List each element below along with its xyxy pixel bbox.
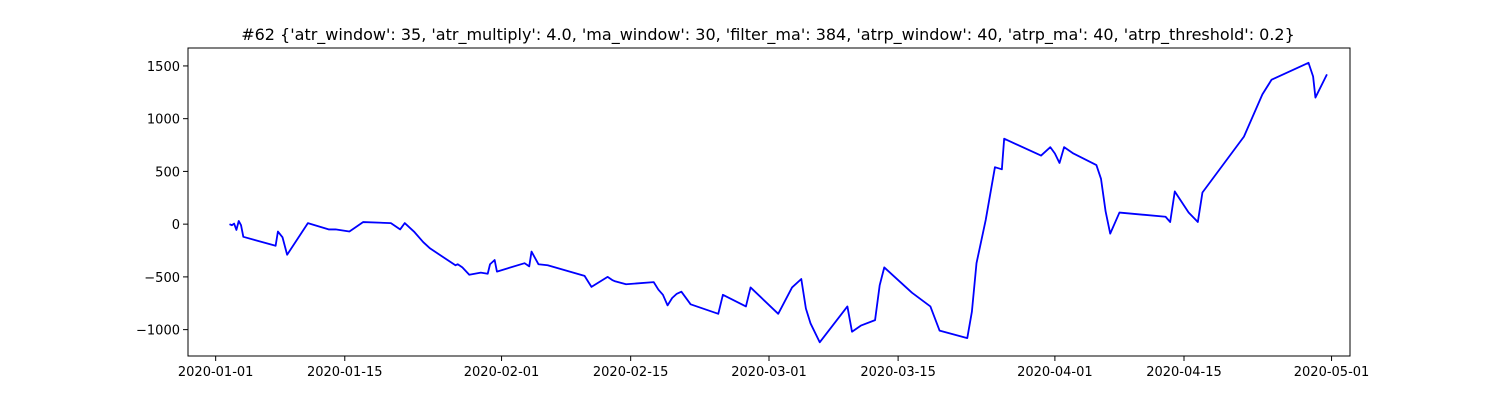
x-tick-label: 2020-01-01 (178, 365, 254, 380)
x-axis: 2020-01-01 2020-01-15 2020-02-01 2020-02-15… (178, 356, 1369, 380)
y-tick-label: 1000 (147, 113, 180, 128)
x-tick-label: 2020-04-01 (1017, 365, 1093, 380)
y-tick-label: −1000 (136, 324, 180, 339)
x-tick-label: 2020-03-01 (731, 365, 807, 380)
y-tick-label: −500 (144, 271, 180, 286)
y-tick-label: 500 (155, 165, 180, 180)
y-tick-label: 1500 (147, 60, 180, 75)
plot-area (229, 61, 1328, 344)
x-tick-label: 2020-03-15 (860, 365, 936, 380)
x-tick-label: 2020-05-01 (1294, 365, 1370, 380)
series-line (229, 61, 1328, 344)
y-tick-label: 0 (172, 218, 180, 233)
chart-title: #62 {'atr_window': 35, 'atr_multiply': 4… (241, 25, 1295, 45)
x-tick-label: 2020-02-01 (464, 365, 540, 380)
x-tick-label: 2020-04-15 (1146, 365, 1222, 380)
y-axis: −1000 −500 0 500 1000 1500 (136, 60, 188, 339)
x-tick-label: 2020-01-15 (307, 365, 383, 380)
x-tick-label: 2020-02-15 (593, 365, 669, 380)
